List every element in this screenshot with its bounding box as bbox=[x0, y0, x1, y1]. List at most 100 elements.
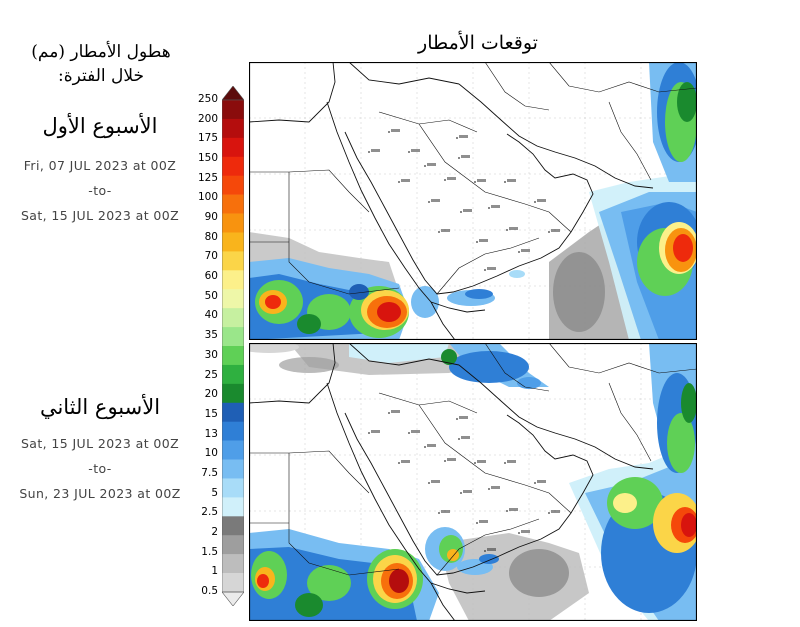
colorbar-swatch bbox=[222, 478, 244, 498]
city-label bbox=[507, 179, 516, 182]
city-label bbox=[401, 179, 410, 182]
city-label bbox=[491, 205, 500, 208]
colorbar-swatch bbox=[222, 289, 244, 309]
city-label bbox=[411, 430, 420, 433]
city-dot bbox=[408, 151, 410, 153]
colorbar-swatch bbox=[222, 346, 244, 366]
legend-title-line2: خلال الفترة: bbox=[57, 66, 145, 86]
rain-area bbox=[349, 284, 369, 300]
city-label bbox=[551, 229, 560, 232]
colorbar-swatch bbox=[222, 156, 244, 176]
city-label bbox=[459, 135, 468, 138]
rain-area bbox=[677, 82, 697, 122]
rain-area bbox=[673, 234, 693, 262]
city-dot bbox=[460, 492, 462, 494]
city-dot bbox=[460, 211, 462, 213]
colorbar-tick-label: 50 bbox=[204, 289, 218, 302]
city-label bbox=[537, 199, 546, 202]
city-dot bbox=[534, 482, 536, 484]
rain-area bbox=[349, 343, 449, 363]
colorbar-tick-label: 200 bbox=[197, 112, 218, 125]
colorbar-tick-label: 1.5 bbox=[201, 545, 218, 558]
city-dot bbox=[438, 231, 440, 233]
colorbar-tick-label: 175 bbox=[197, 132, 218, 145]
rain-area bbox=[295, 593, 323, 617]
map-week-2 bbox=[249, 343, 697, 621]
city-label bbox=[391, 129, 400, 132]
week2-to: Sun, 23 JUL 2023 at 00Z bbox=[19, 486, 181, 501]
city-dot bbox=[458, 157, 460, 159]
city-dot bbox=[428, 482, 430, 484]
city-label bbox=[391, 410, 400, 413]
colorbar-tick-label: 0.5 bbox=[201, 585, 218, 597]
city-dot bbox=[548, 231, 550, 233]
city-dot bbox=[408, 432, 410, 434]
colorbar-swatch bbox=[222, 327, 244, 347]
coastlines bbox=[249, 62, 654, 340]
week2-sep: -to- bbox=[88, 461, 112, 476]
city-label bbox=[491, 486, 500, 489]
colorbar-tick-label: 5 bbox=[211, 486, 218, 499]
rain-area bbox=[389, 569, 409, 593]
city-dot bbox=[424, 165, 426, 167]
colorbar-swatch bbox=[222, 440, 244, 460]
city-label bbox=[463, 490, 472, 493]
week1-label: الأسبوع الأول bbox=[42, 114, 158, 138]
city-dot bbox=[534, 201, 536, 203]
city-dot bbox=[456, 418, 458, 420]
city-dot bbox=[484, 269, 486, 271]
rain-area bbox=[509, 549, 569, 597]
city-dot bbox=[506, 229, 508, 231]
week1-sep: -to- bbox=[88, 183, 112, 198]
rain-area bbox=[613, 493, 637, 513]
city-label bbox=[507, 460, 516, 463]
colorbar-swatch bbox=[222, 364, 244, 385]
rain-area bbox=[441, 349, 457, 365]
colorbar-tick-label: 150 bbox=[197, 152, 218, 165]
city-label bbox=[521, 249, 530, 252]
city-label bbox=[537, 480, 546, 483]
city-label bbox=[427, 163, 436, 166]
colorbar-arrow-bottom bbox=[222, 591, 244, 606]
city-dot bbox=[504, 181, 506, 183]
rain-area bbox=[681, 383, 697, 423]
colorbar-swatch bbox=[222, 554, 244, 574]
coastlines bbox=[249, 343, 654, 621]
city-label bbox=[371, 149, 380, 152]
colorbar-swatch bbox=[222, 270, 244, 290]
city-dot bbox=[488, 207, 490, 209]
colorbar-swatch bbox=[222, 308, 244, 328]
colorbar-tick-label: 250 bbox=[197, 93, 218, 105]
rain-area bbox=[447, 549, 459, 561]
country-borders bbox=[249, 343, 697, 576]
city-dot bbox=[444, 460, 446, 462]
rain-area bbox=[517, 377, 541, 389]
city-dot bbox=[476, 522, 478, 524]
colorbar-tick-label: 15 bbox=[204, 407, 218, 420]
colorbar-swatch bbox=[222, 118, 244, 139]
colorbar-tick-label: 90 bbox=[204, 211, 218, 224]
colorbar-tick-label: 40 bbox=[204, 309, 218, 322]
rain-area bbox=[249, 343, 299, 353]
city-dot bbox=[438, 512, 440, 514]
colorbar-tick-label: 35 bbox=[204, 329, 218, 342]
colorbar-tick-label: 100 bbox=[197, 191, 218, 204]
city-dot bbox=[444, 179, 446, 181]
precip-colorbar bbox=[222, 86, 244, 606]
city-dot bbox=[474, 462, 476, 464]
city-dot bbox=[484, 550, 486, 552]
colorbar-swatch bbox=[222, 194, 244, 214]
city-dot bbox=[368, 151, 370, 153]
city-dot bbox=[488, 488, 490, 490]
city-label bbox=[521, 530, 530, 533]
colorbar-swatch bbox=[222, 535, 244, 555]
rain-area bbox=[553, 252, 605, 332]
city-dot bbox=[506, 510, 508, 512]
colorbar-tick-label: 1 bbox=[211, 565, 218, 578]
colorbar-swatch bbox=[222, 573, 244, 593]
city-dot bbox=[548, 512, 550, 514]
colorbar-tick-label: 2.5 bbox=[201, 506, 218, 519]
colorbar-tick-label: 7.5 bbox=[201, 466, 218, 479]
colorbar-swatch bbox=[222, 497, 244, 517]
rain-area bbox=[297, 314, 321, 334]
